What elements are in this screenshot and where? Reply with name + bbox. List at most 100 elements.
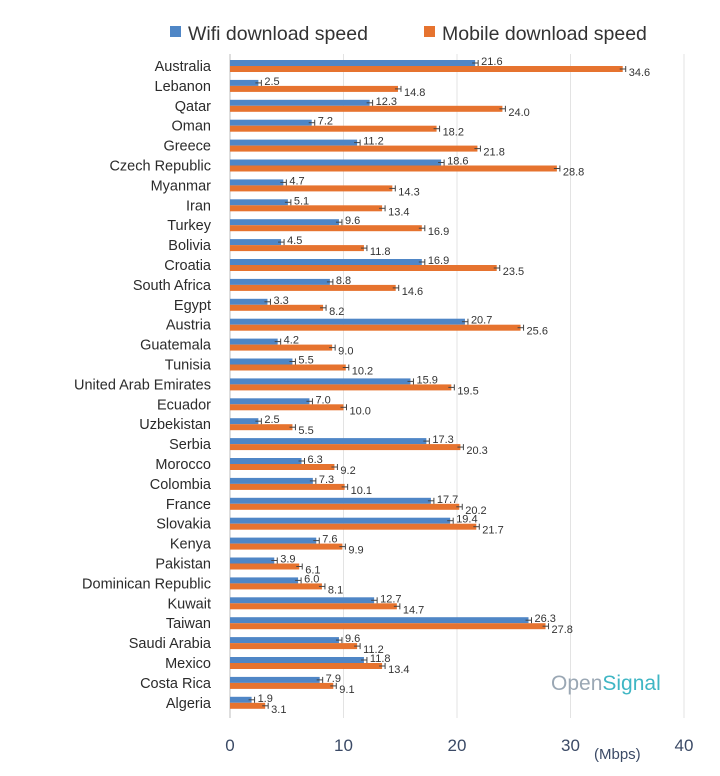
bar-wifi [230,259,422,265]
bar-mobile [230,424,293,431]
bar-wifi [230,597,375,604]
value-label-wifi: 17.7 [437,494,458,506]
bar-mobile [230,364,346,371]
country-label: Kuwait [167,596,211,612]
bar-mobile [230,543,343,550]
value-label-wifi: 2.5 [264,414,279,426]
country-label: Guatemala [140,338,212,354]
x-tick-label: 10 [334,736,353,755]
value-label-mobile: 28.8 [563,167,584,179]
country-labels: Australia Lebanon Qatar Oman Greece Czech Rep… [74,59,212,712]
country-label: Morocco [155,457,211,473]
bar-mobile [230,583,322,590]
bar-wifi [230,358,293,365]
value-label-mobile: 8.1 [328,584,343,596]
value-label-wifi: 7.2 [318,116,333,128]
bar-mobile [230,105,503,112]
country-label: Turkey [167,218,212,234]
legend-label-mobile: Mobile download speed [442,23,647,45]
country-label: South Africa [133,278,212,294]
country-label: Slovakia [156,517,212,533]
country-label: Egypt [174,298,211,314]
value-label-wifi: 8.8 [336,275,351,287]
bar-wifi [230,676,320,683]
value-label-wifi: 15.9 [416,374,437,386]
country-label: Saudi Arabia [129,636,212,652]
bar-mobile [230,125,437,132]
bar-wifi [230,557,275,564]
bar-wifi [230,497,431,504]
bar-mobile [230,523,477,530]
value-label-wifi: 12.7 [380,593,401,605]
bar-mobile [230,344,333,351]
value-label-wifi: 11.8 [370,653,391,665]
bar-mobile [230,563,300,570]
value-label-mobile: 34.6 [629,67,650,79]
value-label-mobile: 21.7 [482,525,503,537]
value-label-mobile: 11.8 [370,246,391,258]
value-label-mobile: 9.1 [339,684,354,696]
value-label-wifi: 6.3 [308,454,323,466]
country-label: Croatia [164,258,212,274]
bar-wifi [230,99,370,106]
country-label: Qatar [175,99,211,115]
value-label-wifi: 21.6 [481,56,502,68]
country-label: Dominican Republic [82,576,211,592]
value-label-mobile: 13.4 [388,206,409,218]
value-label-mobile: 8.2 [329,306,344,318]
country-label: Uzbekistan [139,417,211,433]
value-label-wifi: 12.3 [376,96,397,108]
value-label-mobile: 10.0 [350,405,371,417]
bar-mobile [230,623,546,630]
bar-mobile [230,284,396,291]
bar-mobile [230,145,478,152]
country-label: Iran [186,198,211,214]
value-label-wifi: 7.0 [315,394,330,406]
bar-mobile [230,185,393,192]
value-label-mobile: 21.8 [483,147,504,159]
value-label-wifi: 7.6 [322,534,337,546]
bar-wifi [230,159,442,166]
value-label-mobile: 11.2 [363,644,384,656]
value-label-mobile: 20.2 [465,505,486,517]
bar-wifi [230,318,465,325]
bar-mobile [230,165,557,172]
bar-mobile [230,503,460,510]
value-label-mobile: 9.0 [338,346,353,358]
value-label-wifi: 18.6 [447,156,468,168]
bar-wifi [230,577,299,584]
bar-mobile [230,324,521,331]
value-label-wifi: 9.6 [345,633,360,645]
legend-swatch-wifi [170,26,181,37]
country-label: Bolivia [168,238,212,254]
country-label: United Arab Emirates [74,377,211,393]
country-label: Tunisia [165,358,212,374]
bar-mobile [230,702,266,709]
value-label-wifi: 7.9 [326,673,341,685]
x-tick-label: 30 [561,736,580,755]
bar-mobile [230,682,334,689]
bar-mobile [230,304,324,311]
logo-part-open: Open [551,672,602,695]
x-tick-label: 20 [448,736,467,755]
country-label: Austria [166,318,212,334]
value-label-mobile: 14.3 [398,186,419,198]
country-label: Lebanon [155,79,211,95]
country-label: Serbia [169,437,212,453]
country-label: Mexico [165,656,211,672]
bar-mobile [230,85,398,92]
value-label-wifi: 19.4 [456,514,477,526]
country-label: Myanmar [151,178,212,194]
opensignal-logo: OpenSignal [551,672,661,695]
value-label-wifi: 7.3 [319,474,334,486]
bar-wifi [230,398,310,405]
bar-wifi [230,139,358,146]
bar-mobile [230,225,422,232]
bar-mobile [230,205,383,212]
country-label: Czech Republic [109,159,211,175]
value-label-mobile: 27.8 [552,624,573,636]
country-label: France [166,497,211,513]
value-label-wifi: 9.6 [345,215,360,227]
value-label-wifi: 5.1 [294,195,309,207]
bar-mobile [230,603,397,610]
